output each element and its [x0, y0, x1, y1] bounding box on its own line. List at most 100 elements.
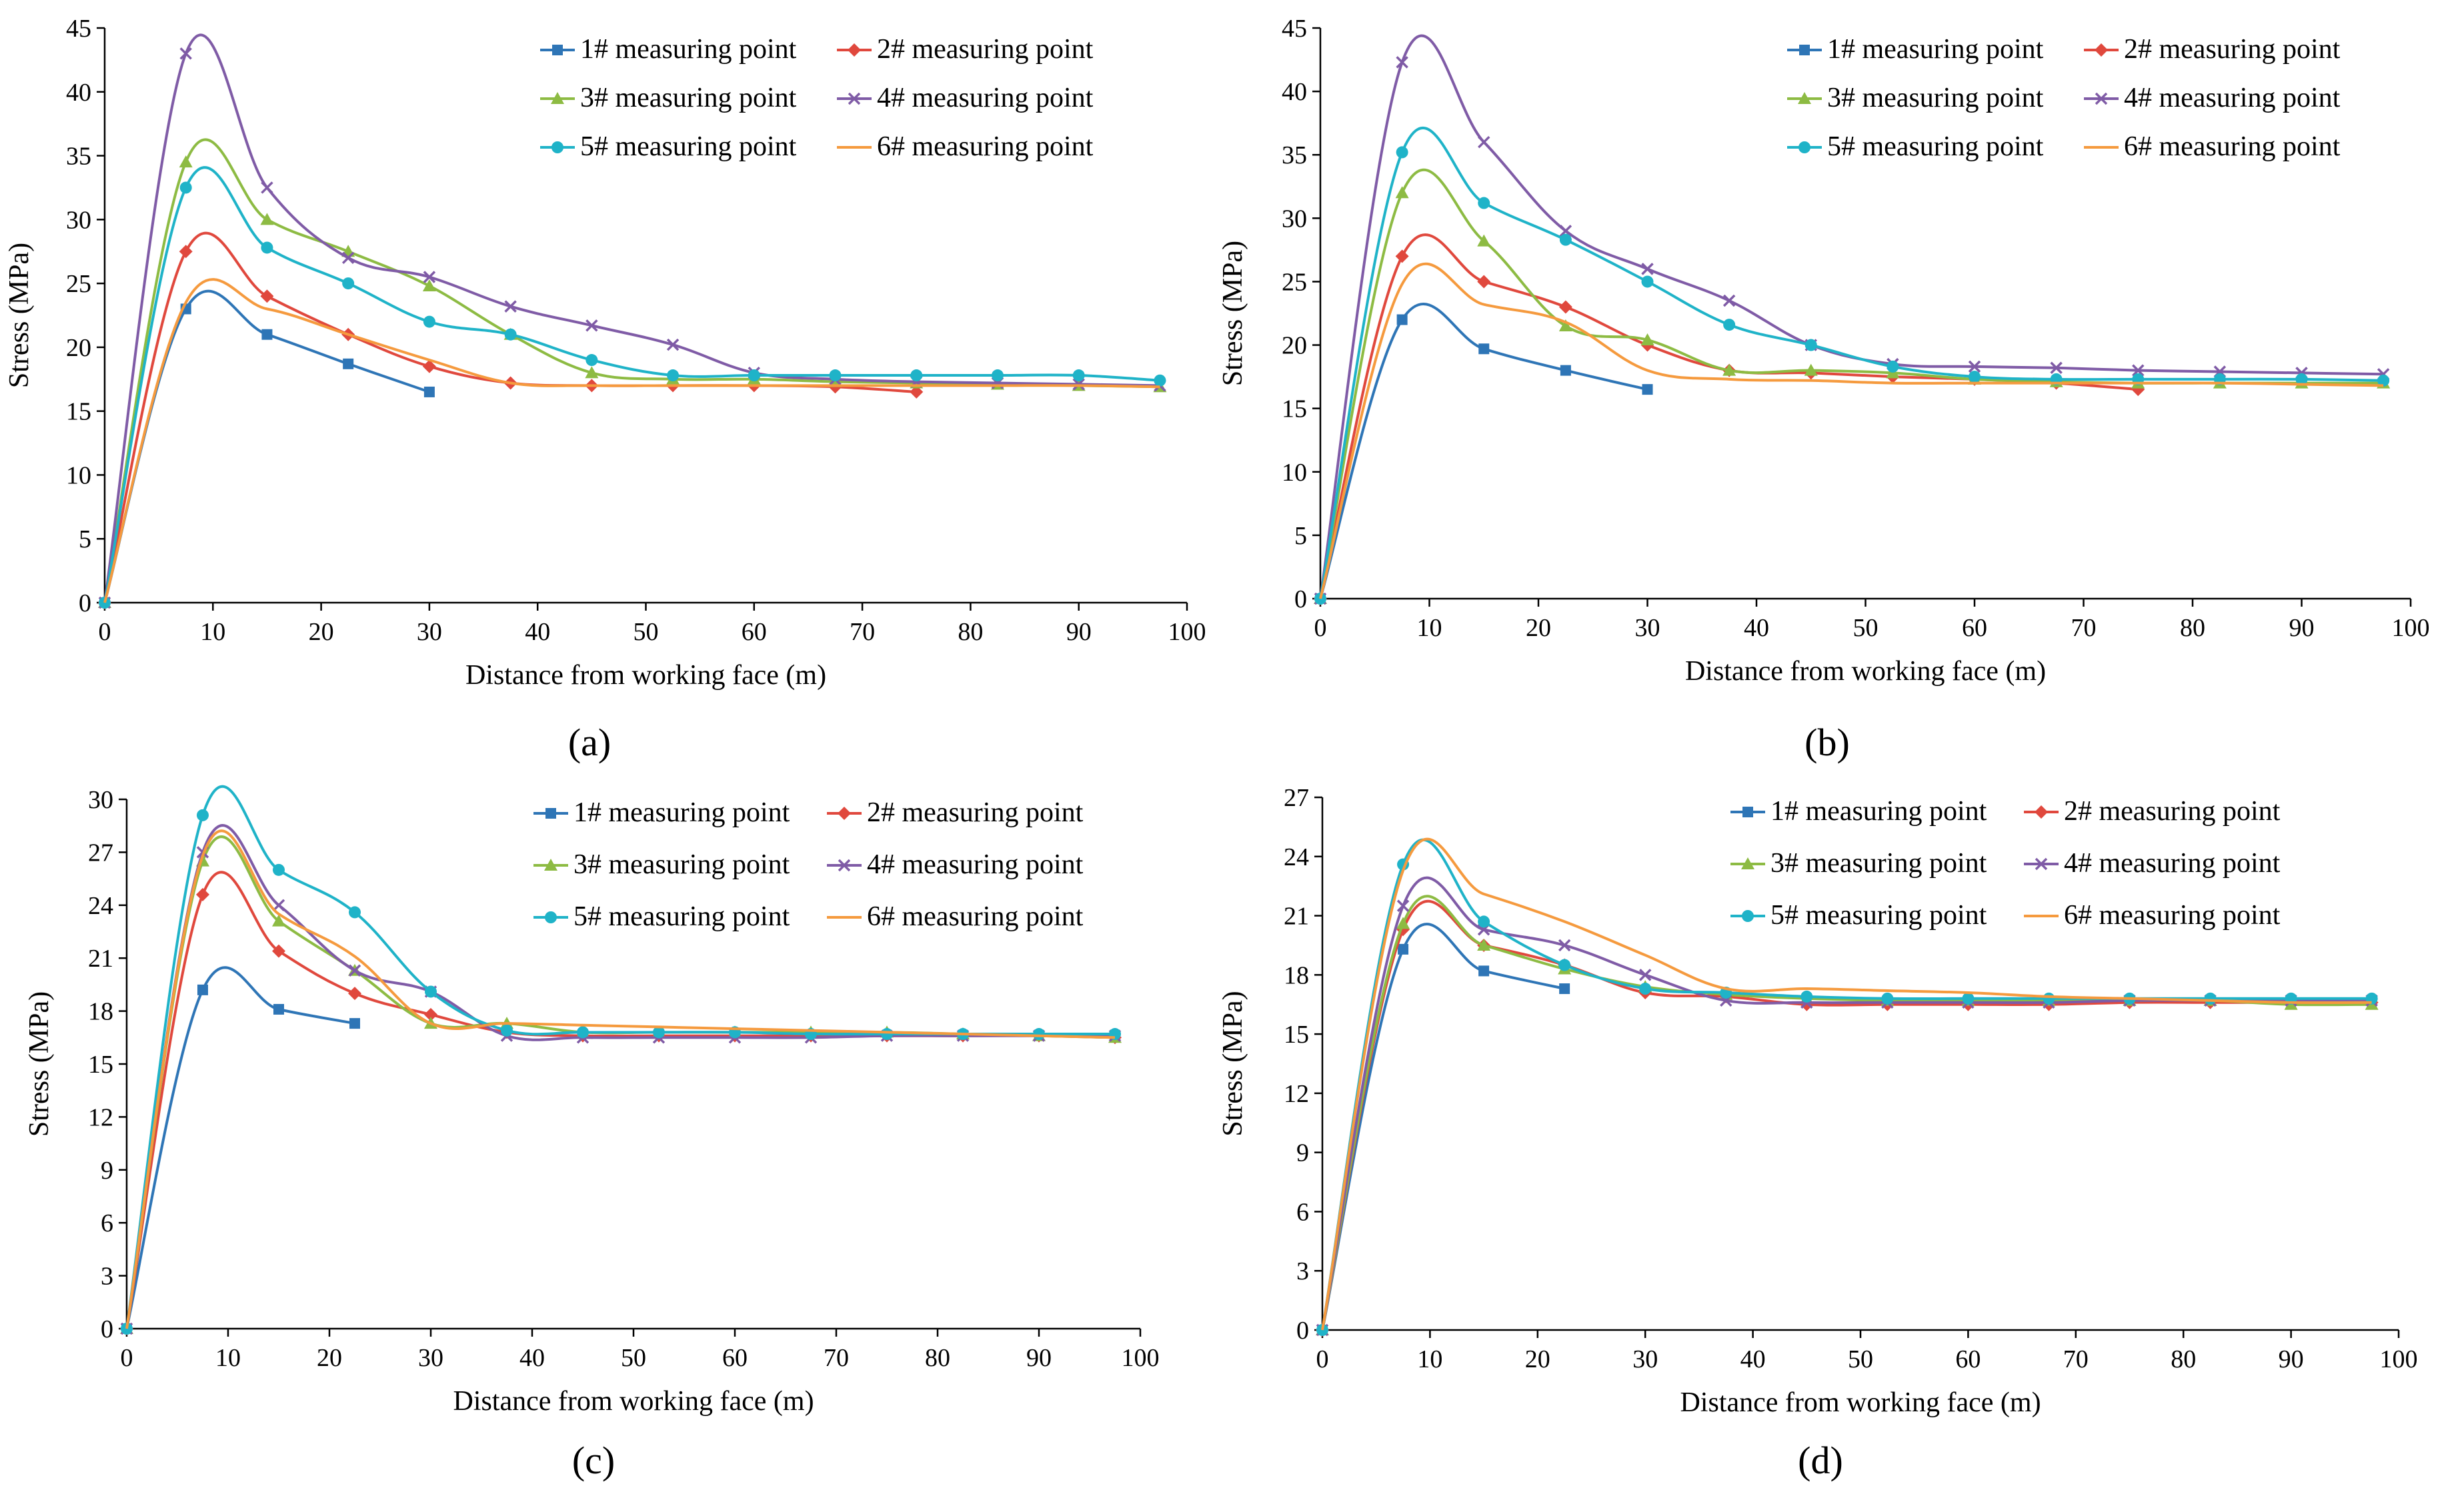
- series-line: [1321, 895, 2372, 1331]
- legend-swatch-marker: [848, 92, 861, 105]
- legend-label: 3# measuring point: [1770, 848, 1987, 879]
- legend-label: 6# measuring point: [2124, 131, 2341, 162]
- legend-item: 1# measuring point: [1787, 34, 2044, 65]
- y-tick-label: 30: [88, 786, 113, 814]
- legend-swatch-marker: [1798, 141, 1810, 153]
- x-tick-label: 100: [1122, 1344, 1160, 1372]
- legend-swatch-marker: [2035, 805, 2048, 819]
- legend-label: 3# measuring point: [1827, 83, 2044, 113]
- y-tick-label: 15: [66, 398, 91, 426]
- series-line: [1319, 263, 2384, 599]
- x-tick-label: 90: [2279, 1345, 2304, 1373]
- y-tick-label: 21: [1284, 903, 1309, 931]
- data-point: [653, 1026, 665, 1039]
- series-1: [121, 966, 360, 1334]
- x-tick-label: 50: [634, 618, 659, 646]
- data-point: [881, 1028, 893, 1041]
- y-tick-label: 9: [1296, 1139, 1309, 1167]
- data-point: [422, 359, 436, 373]
- legend-label: 5# measuring point: [580, 131, 797, 162]
- series-3: [98, 138, 1167, 608]
- x-tick-label: 60: [742, 618, 767, 646]
- series-line: [1321, 837, 2372, 1331]
- x-tick-label: 60: [1962, 614, 1987, 642]
- data-point: [1477, 275, 1491, 289]
- legend-item: 1# measuring point: [540, 34, 797, 65]
- data-point: [423, 271, 436, 283]
- x-tick-label: 0: [1316, 1345, 1329, 1373]
- x-axis-title: Distance from working face (m): [453, 1386, 814, 1417]
- x-tick-label: 80: [2180, 614, 2205, 642]
- legend-swatch-marker: [1798, 92, 1811, 104]
- data-point: [260, 213, 274, 225]
- data-point: [1642, 384, 1653, 395]
- data-point: [1559, 225, 1572, 237]
- data-point: [179, 245, 193, 259]
- series-2: [1314, 233, 2145, 605]
- data-point: [585, 354, 598, 367]
- legend-item: 2# measuring point: [2084, 34, 2341, 65]
- data-point: [910, 369, 923, 382]
- series-line: [125, 966, 355, 1329]
- x-tick-label: 30: [1635, 614, 1660, 642]
- x-tick-label: 80: [958, 618, 983, 646]
- y-tick-label: 30: [66, 206, 91, 234]
- y-axis-title: Stress (MPa): [4, 243, 35, 388]
- legend-swatch-marker: [544, 859, 557, 871]
- data-point: [504, 328, 517, 341]
- y-tick-label: 35: [1282, 141, 1307, 169]
- data-point: [1722, 363, 1736, 376]
- x-tick-label: 40: [1740, 1345, 1766, 1373]
- x-tick-label: 10: [200, 618, 225, 646]
- data-point: [272, 899, 285, 912]
- series-6: [103, 278, 1160, 603]
- legend-label: 4# measuring point: [2064, 848, 2281, 879]
- x-tick-label: 70: [2063, 1345, 2089, 1373]
- panel-label: (c): [572, 1439, 615, 1482]
- legend-label: 2# measuring point: [877, 34, 1094, 65]
- y-tick-label: 24: [1284, 843, 1309, 871]
- data-point: [748, 369, 760, 382]
- data-point: [348, 987, 361, 1001]
- series-5: [99, 166, 1166, 609]
- data-point: [273, 863, 285, 876]
- data-point: [1396, 314, 1408, 325]
- legend-swatch-marker: [848, 43, 861, 57]
- x-tick-label: 20: [309, 618, 334, 646]
- panel-label: (a): [568, 721, 611, 764]
- data-point: [667, 369, 680, 382]
- data-point: [343, 358, 354, 369]
- series-line: [1319, 34, 2384, 599]
- legend-label: 2# measuring point: [2064, 796, 2281, 827]
- data-point: [1478, 197, 1490, 209]
- y-axis-title: Stress (MPa): [1218, 241, 1248, 386]
- data-point: [1395, 186, 1409, 199]
- data-point: [1638, 969, 1652, 981]
- data-point: [1641, 275, 1654, 288]
- legend-swatch-marker: [552, 45, 563, 55]
- legend-label: 3# measuring point: [580, 83, 797, 113]
- data-point: [1559, 233, 1572, 246]
- x-tick-label: 10: [215, 1344, 241, 1372]
- legend-label: 2# measuring point: [2124, 34, 2341, 65]
- legend-item: 5# measuring point: [533, 901, 790, 932]
- series-4: [1314, 34, 2390, 605]
- legend-item: 4# measuring point: [2084, 83, 2341, 113]
- data-point: [1804, 363, 1818, 376]
- y-tick-label: 3: [101, 1263, 113, 1291]
- legend-item: 1# measuring point: [1730, 796, 1987, 827]
- legend-label: 6# measuring point: [2064, 900, 2281, 931]
- legend-swatch-marker: [551, 92, 564, 104]
- x-tick-label: 80: [2171, 1345, 2196, 1373]
- data-point: [1722, 294, 1736, 307]
- data-point: [261, 329, 273, 340]
- x-axis-title: Distance from working face (m): [1685, 656, 2046, 687]
- chart-panel-4: 0 10 20 30 40 50 60 70 80 90 100 0 3 6 9 12 15 18 21 24 27 Di…: [1218, 784, 2418, 1482]
- legend-item: 2# measuring point: [837, 34, 1094, 65]
- y-tick-label: 0: [101, 1315, 113, 1343]
- y-tick-label: 45: [1282, 15, 1307, 43]
- x-tick-label: 70: [2071, 614, 2097, 642]
- x-tick-label: 90: [2289, 614, 2315, 642]
- data-point: [179, 47, 192, 60]
- y-tick-label: 20: [66, 334, 91, 362]
